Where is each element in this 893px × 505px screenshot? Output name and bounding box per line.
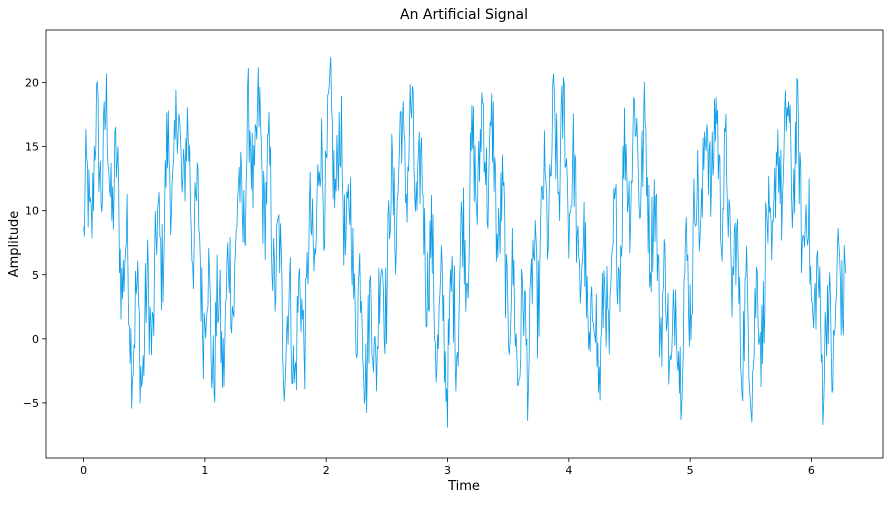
x-tick-label: 4 [565, 464, 572, 477]
x-tick-label: 3 [444, 464, 451, 477]
x-tick-label: 5 [687, 464, 694, 477]
x-tick-label: 2 [323, 464, 330, 477]
x-tick-label: 1 [201, 464, 208, 477]
x-tick-label: 6 [808, 464, 815, 477]
y-axis-label: Amplitude [7, 211, 22, 278]
signal-line [83, 56, 847, 428]
x-axis-label: Time [447, 479, 480, 494]
plot-area-frame [45, 29, 884, 459]
y-tick-label: 10 [25, 205, 39, 218]
y-tick-label: 20 [25, 77, 39, 90]
y-tick-label: 15 [25, 141, 39, 154]
y-tick-label: −5 [23, 397, 39, 410]
y-tick-label: 5 [32, 269, 39, 282]
x-tick-label: 0 [80, 464, 87, 477]
y-tick-label: 0 [32, 333, 39, 346]
chart-title: An Artificial Signal [400, 7, 528, 23]
